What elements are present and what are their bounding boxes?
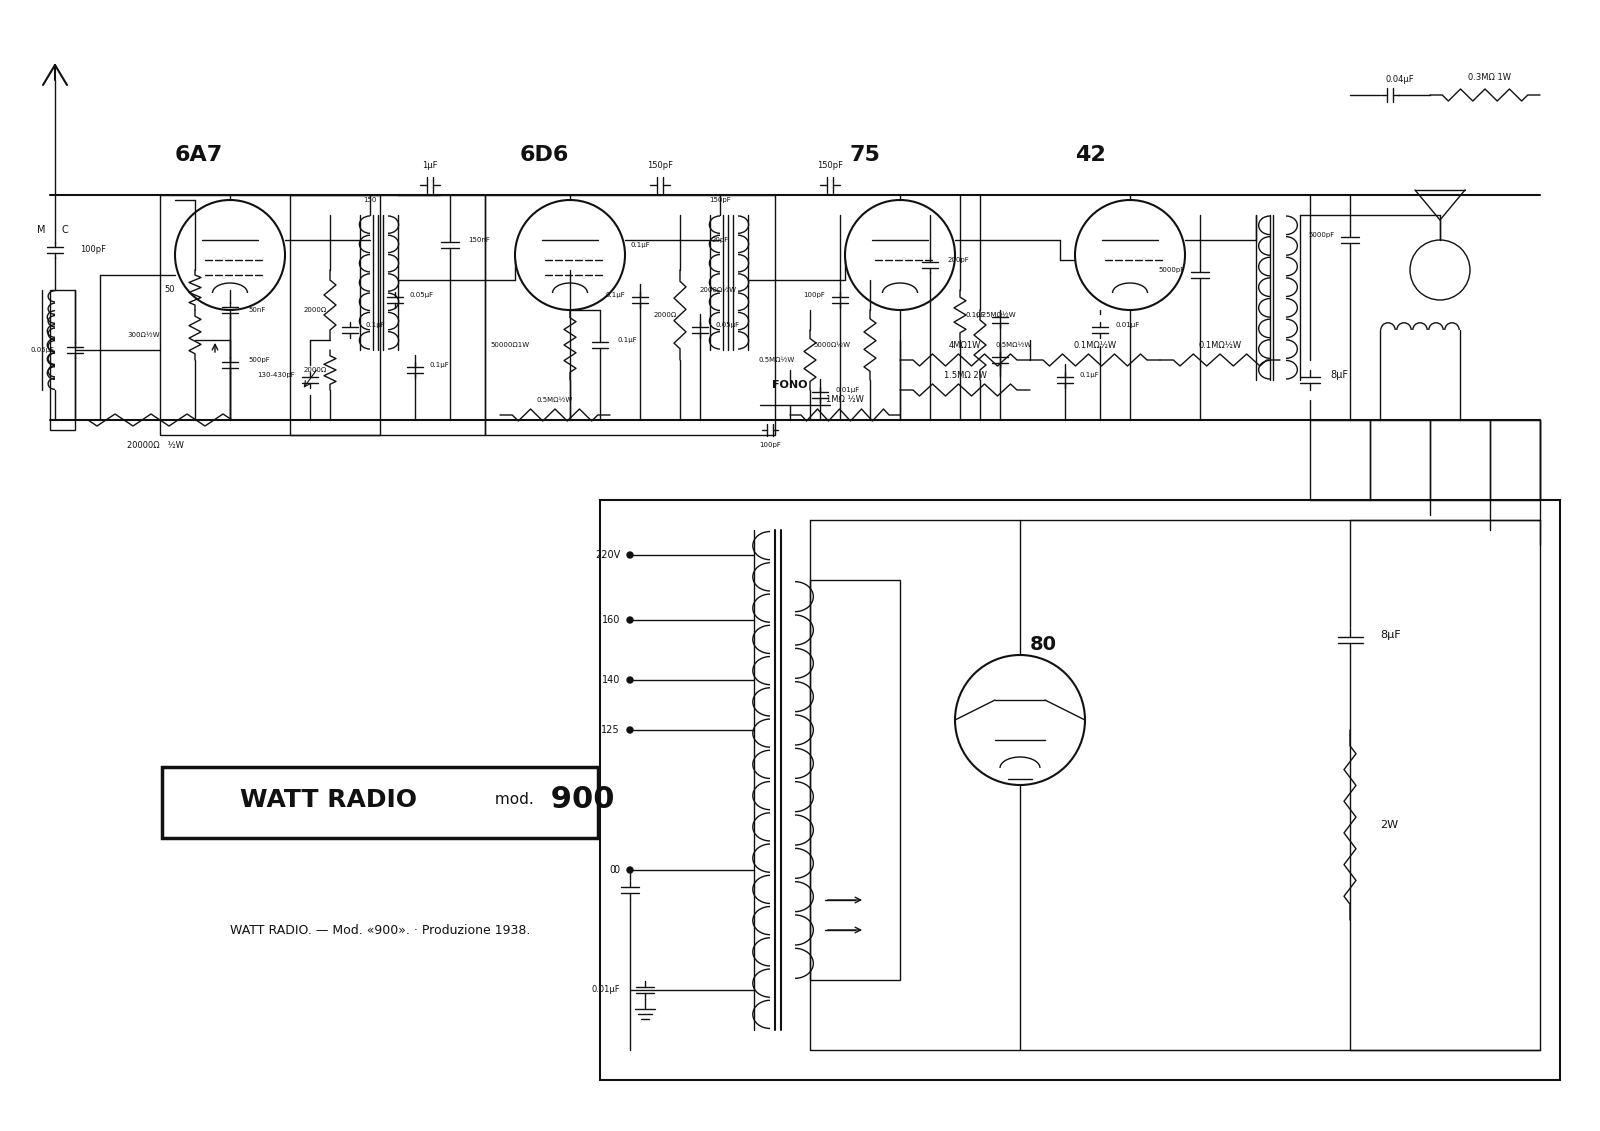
Text: 100pF: 100pF — [803, 292, 826, 297]
Text: 0.1μF: 0.1μF — [630, 242, 650, 248]
Text: 150pF: 150pF — [646, 161, 674, 170]
Text: 0.01μF: 0.01μF — [1115, 322, 1139, 328]
Circle shape — [1410, 240, 1470, 300]
Text: 0.25MΩ½W: 0.25MΩ½W — [974, 312, 1016, 318]
Circle shape — [845, 200, 955, 310]
Text: 2000Ω: 2000Ω — [653, 312, 677, 318]
Text: 0: 0 — [614, 865, 621, 875]
Bar — [160, 195, 381, 435]
Text: 2W: 2W — [1379, 820, 1398, 830]
Text: 0.1MΩ½W: 0.1MΩ½W — [1198, 340, 1242, 349]
Circle shape — [955, 655, 1085, 785]
Text: 150pF: 150pF — [818, 161, 843, 170]
Circle shape — [627, 677, 634, 683]
Text: 6A7: 6A7 — [174, 145, 224, 165]
Text: 0.1μF: 0.1μF — [365, 322, 384, 328]
Circle shape — [627, 618, 634, 623]
Text: 160: 160 — [602, 615, 621, 625]
Text: 42: 42 — [1075, 145, 1106, 165]
Text: 0.01μF: 0.01μF — [592, 985, 621, 994]
Circle shape — [515, 200, 626, 310]
Text: 50nF: 50nF — [248, 307, 266, 313]
Text: 1.5MΩ 2W: 1.5MΩ 2W — [944, 371, 987, 380]
Text: 100pF: 100pF — [80, 245, 106, 254]
Text: mod.: mod. — [490, 793, 534, 808]
Text: 0.05μF: 0.05μF — [715, 322, 739, 328]
Text: 8μF: 8μF — [1330, 370, 1347, 380]
Bar — [485, 195, 774, 435]
Text: 50: 50 — [165, 285, 174, 294]
Bar — [50, 290, 75, 430]
Text: WATT RADIO. — Mod. «900». · Produzione 1938.: WATT RADIO. — Mod. «900». · Produzione 1… — [230, 924, 530, 936]
Bar — [810, 580, 899, 979]
Circle shape — [174, 200, 285, 310]
Circle shape — [627, 867, 634, 873]
Text: 150pF: 150pF — [709, 197, 731, 202]
Text: 20000Ω   ½W: 20000Ω ½W — [126, 440, 184, 449]
Text: 0.1μF: 0.1μF — [430, 362, 450, 368]
Text: M: M — [37, 225, 45, 235]
Text: 75: 75 — [850, 145, 880, 165]
Text: 1μF: 1μF — [422, 161, 438, 170]
Text: 500pF: 500pF — [248, 357, 270, 363]
Circle shape — [1075, 200, 1186, 310]
Text: 0.05μF: 0.05μF — [30, 347, 54, 353]
Text: FONO: FONO — [773, 380, 808, 390]
Text: 0.1MΩ½W: 0.1MΩ½W — [1074, 340, 1117, 349]
Text: 130-430pF: 130-430pF — [258, 372, 294, 378]
Text: WATT RADIO: WATT RADIO — [240, 788, 418, 812]
Circle shape — [627, 552, 634, 558]
Text: 0.5MΩ½W: 0.5MΩ½W — [995, 342, 1032, 348]
Text: 8μF: 8μF — [1379, 630, 1400, 640]
Text: 50000Ω1W: 50000Ω1W — [491, 342, 530, 348]
Text: 100pF: 100pF — [758, 442, 781, 448]
Text: 6D6: 6D6 — [520, 145, 570, 165]
Circle shape — [627, 727, 634, 733]
FancyBboxPatch shape — [162, 767, 598, 838]
Text: 0: 0 — [610, 865, 614, 875]
Text: 150nF: 150nF — [467, 238, 490, 243]
Text: 300Ω½W: 300Ω½W — [128, 333, 160, 338]
Text: 0.5MΩ½W: 0.5MΩ½W — [538, 397, 573, 403]
Text: 2000Ω: 2000Ω — [304, 366, 326, 373]
Text: 5000Ω½W: 5000Ω½W — [813, 342, 850, 348]
Text: 2000Ω½W: 2000Ω½W — [699, 287, 736, 293]
Text: 1MΩ ½W: 1MΩ ½W — [826, 396, 864, 405]
Bar — [600, 500, 1560, 1080]
Text: 2000Ω: 2000Ω — [304, 307, 326, 313]
Text: 20pF: 20pF — [712, 238, 728, 243]
Text: 0.3MΩ 1W: 0.3MΩ 1W — [1469, 74, 1512, 83]
Text: 5000pF: 5000pF — [1158, 267, 1186, 273]
Text: 200pF: 200pF — [947, 257, 970, 264]
Text: 0.1μF: 0.1μF — [605, 292, 626, 297]
Text: 0.04μF: 0.04μF — [1386, 76, 1414, 85]
Text: 0.5MΩ½W: 0.5MΩ½W — [758, 357, 795, 363]
Text: 0.1μF: 0.1μF — [618, 337, 638, 343]
Text: 5000pF: 5000pF — [1309, 232, 1334, 238]
Text: 80: 80 — [1030, 636, 1058, 655]
Text: 0.01μF: 0.01μF — [835, 387, 861, 392]
Text: 220V: 220V — [595, 550, 621, 560]
Text: 125: 125 — [602, 725, 621, 735]
Text: 4MΩ1W: 4MΩ1W — [949, 340, 981, 349]
Text: 0.05μF: 0.05μF — [410, 292, 434, 297]
Text: 140: 140 — [602, 675, 621, 685]
Text: 150: 150 — [363, 197, 376, 202]
Text: 0.1μF: 0.1μF — [1080, 372, 1099, 378]
Bar — [290, 195, 485, 435]
Text: C: C — [62, 225, 69, 235]
Text: 900: 900 — [541, 786, 614, 814]
Text: 0.1μF: 0.1μF — [965, 312, 986, 318]
